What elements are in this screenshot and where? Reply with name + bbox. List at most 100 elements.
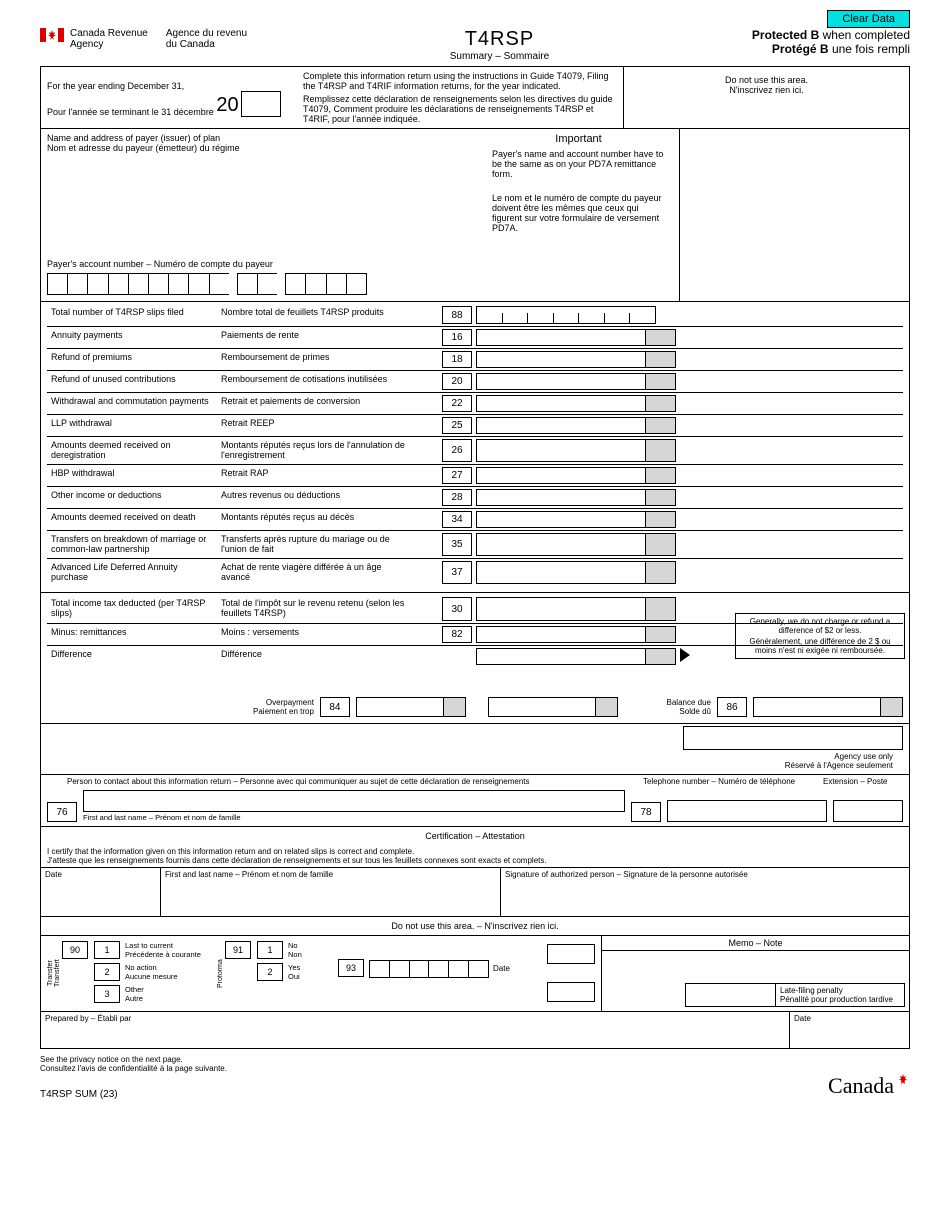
- do-not-use-mid: Do not use this area. – N'inscrivez rien…: [41, 916, 909, 935]
- line-fr-30: Total de l'impôt sur le revenu retenu (s…: [217, 595, 412, 623]
- instructions-fr: Remplissez cette déclaration de renseign…: [303, 94, 613, 124]
- box-34: 34: [442, 511, 472, 528]
- payer-name-label-en: Name and address of payer (issuer) of pl…: [47, 133, 471, 143]
- amount-input-34[interactable]: [476, 511, 676, 528]
- no-action: No action: [125, 963, 157, 972]
- date-label-93: Date: [493, 964, 510, 973]
- agency-name: Canada RevenueAgency Agence du revenudu …: [70, 28, 247, 50]
- agency-en-1: Canada Revenue: [70, 28, 148, 39]
- box-86: 86: [717, 697, 747, 717]
- box-91-2[interactable]: 2: [257, 963, 283, 981]
- amount-input-82[interactable]: [476, 626, 676, 643]
- overpayment-label-en: Overpayment: [266, 698, 314, 707]
- amount-lines-1: Total number of T4RSP slips filedNombre …: [41, 302, 909, 593]
- important-fr: Le nom et le numéro de compte du payeur …: [492, 193, 665, 233]
- payer-account-input[interactable]: [47, 273, 367, 295]
- amount-input-88[interactable]: [476, 306, 656, 324]
- box-26: 26: [442, 439, 472, 462]
- year-label-fr: Pour l'année se terminant le 31 décembre: [47, 107, 214, 117]
- line-fr-88: Nombre total de feuillets T4RSP produits: [217, 304, 412, 326]
- box-93: 93: [338, 959, 364, 977]
- contact-name-sublabel: First and last name – Prénom et nom de f…: [83, 813, 625, 822]
- line-fr-28: Autres revenus ou déductions: [217, 487, 412, 508]
- amount-input-25[interactable]: [476, 417, 676, 434]
- line-fr-82: Moins : versements: [217, 624, 412, 645]
- overpayment-row: OverpaymentPaiement en trop 84 Balance d…: [41, 667, 909, 724]
- payer-address-input[interactable]: [41, 157, 477, 257]
- mid-amount-input[interactable]: [488, 697, 618, 717]
- overpayment-input[interactable]: [356, 697, 466, 717]
- box-37: 37: [442, 561, 472, 584]
- amount-input-28[interactable]: [476, 489, 676, 506]
- balance-due-input[interactable]: [753, 697, 903, 717]
- office-box-1[interactable]: [547, 944, 595, 964]
- difference-note: Generally, we do not charge or refund a …: [735, 613, 905, 659]
- late-filing-amount[interactable]: [686, 984, 776, 1006]
- amount-input-22[interactable]: [476, 395, 676, 412]
- box-90-3[interactable]: 3: [94, 985, 120, 1003]
- extension-input[interactable]: [833, 800, 903, 822]
- cert-date-label: Date: [41, 868, 161, 916]
- form-outer: For the year ending December 31, Pour l'…: [40, 66, 910, 1049]
- amount-input-20[interactable]: [476, 373, 676, 390]
- form-id: T4RSP SUM (23): [40, 1089, 118, 1100]
- amount-input-26[interactable]: [476, 439, 676, 462]
- line-fr-20: Remboursement de cotisations inutilisées: [217, 371, 412, 392]
- amount-input-37[interactable]: [476, 561, 676, 584]
- non-label: Non: [288, 950, 302, 959]
- line-en-34: Amounts deemed received on death: [47, 509, 217, 530]
- line-fr-: Différence: [217, 646, 412, 667]
- line-fr-27: Retrait RAP: [217, 465, 412, 486]
- privacy-fr: Consultez l'avis de confidentialité à la…: [40, 1064, 910, 1073]
- line-en-82: Minus: remittances: [47, 624, 217, 645]
- box-30: 30: [442, 597, 472, 621]
- aucune-mesure: Aucune mesure: [125, 972, 178, 981]
- amount-input-30[interactable]: [476, 597, 676, 621]
- balance-due-label-en: Balance due: [667, 698, 711, 707]
- box-91-1[interactable]: 1: [257, 941, 283, 959]
- amount-input-35[interactable]: [476, 533, 676, 556]
- line-en-18: Refund of premiums: [47, 349, 217, 370]
- clear-data-button[interactable]: Clear Data: [827, 10, 910, 28]
- line-en-26: Amounts deemed received on deregistratio…: [47, 437, 217, 464]
- amount-input-diff[interactable]: [476, 648, 676, 665]
- contact-label: Person to contact about this information…: [67, 777, 643, 786]
- canada-wordmark: Canada: [828, 1073, 910, 1099]
- canada-flag-icon: [40, 28, 64, 42]
- amount-lines-2: Total income tax deducted (per T4RSP sli…: [41, 593, 909, 667]
- amount-input-27[interactable]: [476, 467, 676, 484]
- amount-input-18[interactable]: [476, 351, 676, 368]
- line-fr-16: Paiements de rente: [217, 327, 412, 348]
- agency-use-en: Agency use only: [834, 752, 893, 761]
- line-fr-22: Retrait et paiements de conversion: [217, 393, 412, 414]
- box-16: 16: [442, 329, 472, 346]
- certification-title: Certification – Attestation: [41, 826, 909, 845]
- box-90-2[interactable]: 2: [94, 963, 120, 981]
- agency-en-2: Agency: [70, 39, 103, 50]
- line-fr-18: Remboursement de primes: [217, 349, 412, 370]
- year-label-en: For the year ending December 31,: [47, 81, 297, 91]
- box-90-1[interactable]: 1: [94, 941, 120, 959]
- yes-label: Yes: [288, 963, 300, 972]
- line-en-20: Refund of unused contributions: [47, 371, 217, 392]
- privacy-en: See the privacy notice on the next page.: [40, 1055, 910, 1064]
- box-25: 25: [442, 417, 472, 434]
- memo-title: Memo – Note: [602, 936, 909, 951]
- cert-text-fr: J'atteste que les renseignements fournis…: [47, 856, 903, 865]
- box-93-input[interactable]: [369, 960, 489, 978]
- amount-input-16[interactable]: [476, 329, 676, 346]
- precedente: Précédente à courante: [125, 950, 201, 959]
- telephone-input[interactable]: [667, 800, 827, 822]
- line-fr-34: Montants réputés reçus au décès: [217, 509, 412, 530]
- box-28: 28: [442, 489, 472, 506]
- box-84: 84: [320, 697, 350, 717]
- line-en-28: Other income or deductions: [47, 487, 217, 508]
- contact-name-input[interactable]: [83, 790, 625, 812]
- line-en-35: Transfers on breakdown of marriage or co…: [47, 531, 217, 558]
- memo-body[interactable]: Late-filing penaltyPénalité pour product…: [602, 951, 909, 1011]
- line-en-: Difference: [47, 646, 217, 667]
- arrow-right-icon: [680, 648, 690, 662]
- year-input[interactable]: [241, 91, 281, 117]
- office-box-2[interactable]: [547, 982, 595, 1002]
- cert-signature-label: Signature of authorized person – Signatu…: [501, 868, 909, 916]
